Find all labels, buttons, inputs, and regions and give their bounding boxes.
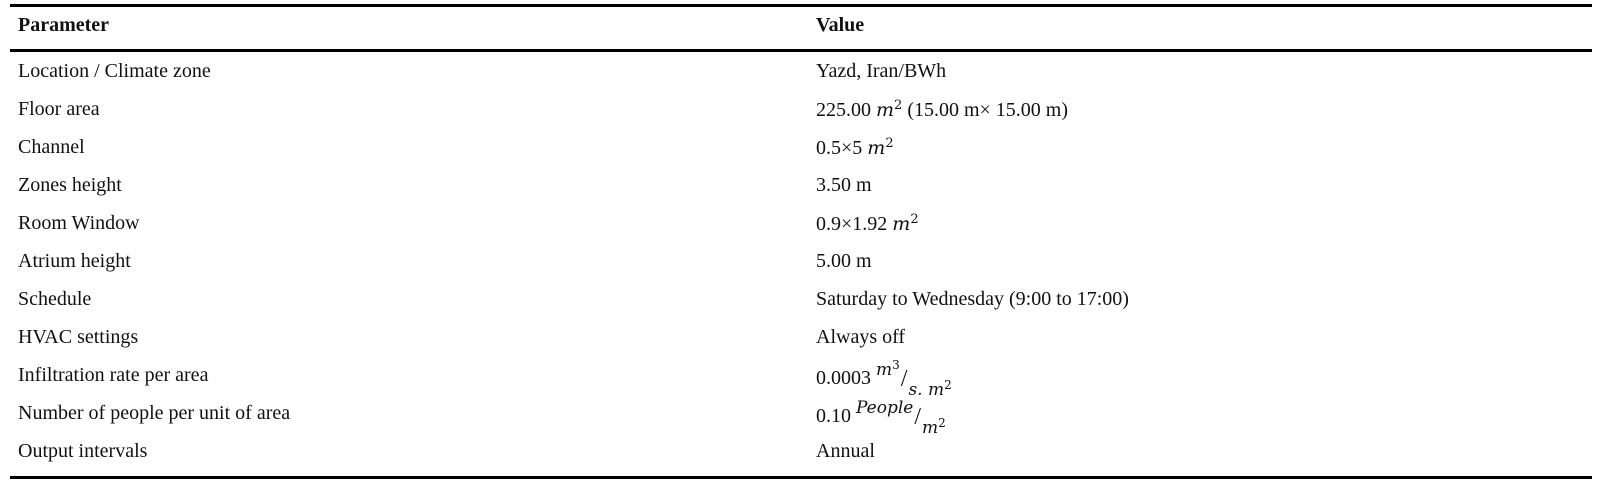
table-header: Parameter Value (10, 7, 1592, 49)
denominator-exponent: 2 (938, 416, 946, 430)
value-cell: 3.50 m (816, 174, 872, 196)
parameter-cell: Schedule (18, 288, 92, 310)
denominator-symbol: m (922, 418, 939, 438)
unit-exponent: 2 (910, 212, 919, 227)
table-row: HVAC settings Always off (10, 318, 1592, 356)
table-row: Number of people per unit of area 0.10 P… (10, 394, 1592, 438)
value-number: 0.5×5 (816, 137, 868, 159)
numerator-exponent: 3 (892, 358, 900, 372)
unit-symbol: m (876, 99, 895, 121)
value-cell: Saturday to Wednesday (9:00 to 17:00) (816, 288, 1129, 310)
value-cell: 0.5×5 m2 (816, 136, 894, 160)
header-value: Value (816, 14, 865, 36)
parameter-cell: Floor area (18, 98, 100, 120)
table-row: Atrium height 5.00 m (10, 242, 1592, 280)
table-row: Output intervals Annual (10, 432, 1592, 470)
table-row: Room Window 0.9×1.92 m2 (10, 204, 1592, 242)
parameter-cell: Infiltration rate per area (18, 364, 209, 386)
value-number: 0.10 (816, 405, 856, 427)
value-cell: Annual (816, 440, 875, 462)
parameter-cell: Output intervals (18, 440, 148, 462)
unit-exponent: 2 (885, 136, 894, 151)
fraction-denominator: s. m2 (908, 378, 952, 400)
value-cell: Yazd, Iran/BWh (816, 60, 947, 82)
parameter-cell: Atrium height (18, 250, 131, 272)
denominator-exponent: 2 (944, 378, 952, 392)
value-number: 225.00 (816, 99, 876, 121)
value-cell: 5.00 m (816, 250, 872, 272)
unit-fraction: m3/s. m2 (876, 358, 952, 400)
fraction-slash: / (900, 366, 908, 392)
unit-symbol: m (892, 213, 911, 235)
table-row: Infiltration rate per area 0.0003 m3/s. … (10, 356, 1592, 400)
numerator-symbol: m (876, 360, 893, 380)
table-row: Channel 0.5×5 m2 (10, 128, 1592, 166)
parameter-cell: Room Window (18, 212, 140, 234)
table-row: Floor area 225.00 m2 (15.00 m× 15.00 m) (10, 90, 1592, 128)
value-number: 0.9×1.92 (816, 213, 893, 235)
parameter-cell: Number of people per unit of area (18, 402, 291, 424)
value-detail: (15.00 m× 15.00 m) (902, 99, 1069, 121)
fraction-slash: / (914, 404, 922, 430)
table-row: Location / Climate zone Yazd, Iran/BWh (10, 52, 1592, 90)
value-cell: 0.0003 m3/s. m2 (816, 358, 952, 400)
value-cell: Always off (816, 326, 906, 348)
parameter-cell: Zones height (18, 174, 122, 196)
parameters-table: Parameter Value Location / Climate zone … (10, 4, 1592, 479)
denominator-symbol: s. m (908, 380, 945, 400)
parameter-cell: HVAC settings (18, 326, 139, 348)
bottom-rule (10, 476, 1592, 479)
parameter-cell: Channel (18, 136, 85, 158)
value-number: 0.0003 (816, 367, 876, 389)
table-row: Zones height 3.50 m (10, 166, 1592, 204)
unit-fraction: People/m2 (856, 398, 946, 438)
value-cell: 225.00 m2 (15.00 m× 15.00 m) (816, 98, 1068, 122)
fraction-numerator: m3 (876, 358, 900, 380)
value-cell: 0.9×1.92 m2 (816, 212, 919, 236)
fraction-numerator: People (856, 398, 914, 418)
top-rule (10, 4, 1592, 7)
header-parameter: Parameter (18, 14, 110, 36)
unit-exponent: 2 (894, 98, 903, 113)
header-rule (10, 49, 1592, 52)
parameter-cell: Location / Climate zone (18, 60, 211, 82)
fraction-denominator: m2 (922, 416, 946, 438)
table-row: Schedule Saturday to Wednesday (9:00 to … (10, 280, 1592, 318)
unit-symbol: m (867, 137, 886, 159)
value-cell: 0.10 People/m2 (816, 398, 946, 438)
